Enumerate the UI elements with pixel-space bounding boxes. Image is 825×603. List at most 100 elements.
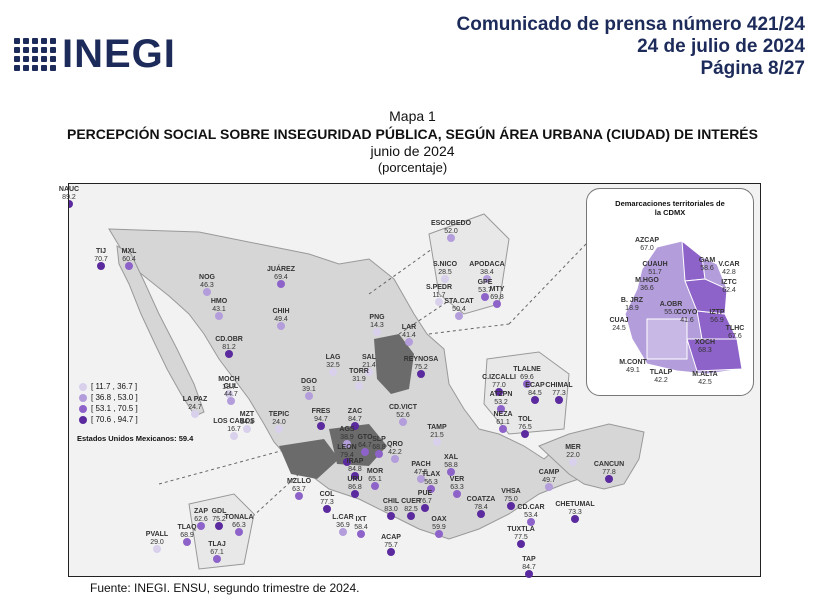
city-name: ATZPN [489, 391, 513, 398]
city-label: APODACA 38.4 [469, 261, 504, 277]
city-label: LAG 32.5 [326, 354, 341, 370]
city-name: GPE [477, 279, 493, 286]
jalisco-inset [188, 493, 255, 570]
city-marker [191, 410, 199, 418]
city-label: SAL 21.4 [362, 354, 376, 370]
city-label: CHIH 49.4 [272, 308, 289, 324]
city-marker [417, 475, 425, 483]
city-value: 84.5 [528, 390, 542, 397]
city-marker [417, 370, 425, 378]
city-value: 84.7 [348, 416, 362, 423]
city-name: CUER [401, 498, 421, 505]
city-name: CANCUN [593, 461, 625, 468]
city-value: 53.4 [524, 512, 538, 519]
demarcacion-name: B. JRZ [620, 297, 644, 304]
legend-swatch-3 [79, 404, 87, 413]
city-label: REYNOSA 75.2 [404, 356, 439, 372]
city-value: 14.3 [370, 322, 384, 329]
demarcacion-value: 24.5 [612, 325, 626, 332]
city-name: CAMP [538, 469, 560, 476]
city-name: JUÁREZ [266, 266, 296, 273]
city-name: CHIMAL [545, 382, 573, 389]
city-name: MZT [239, 411, 255, 418]
city-value: 68.9 [180, 532, 194, 539]
city-value: 82.5 [404, 506, 418, 513]
city-name: PUE [417, 490, 433, 497]
city-value: 24.0 [272, 419, 286, 426]
legend: [ 11.7 , 36.7 ] [ 36.8 , 53.0 ] [ 53.1 ,… [79, 381, 138, 425]
city-label: S.PEDR 11.7 [426, 284, 452, 300]
legend-total: Estados Unidos Mexicanos: 59.4 [77, 434, 194, 443]
city-label: COL 77.3 [320, 491, 335, 507]
city-value: 21.5 [430, 432, 444, 439]
city-value: 16.7 [227, 426, 241, 433]
city-value: 43.1 [212, 306, 226, 313]
city-marker [421, 504, 429, 512]
city-name: TLAX [421, 471, 441, 478]
legend-swatch-4 [79, 415, 87, 424]
monterrey-zone [374, 334, 414, 394]
city-label: DGO 39.1 [301, 378, 317, 394]
city-marker [373, 328, 381, 336]
city-name: COATZA [466, 496, 496, 503]
legend-item: [ 70.6 , 94.7 ] [79, 414, 138, 425]
city-name: GTO [357, 434, 373, 441]
city-marker [343, 458, 351, 466]
city-marker [447, 468, 455, 476]
city-value: 42.2 [388, 449, 402, 456]
demarcacion-name: CUAUH [642, 261, 668, 268]
city-marker [605, 475, 613, 483]
legend-item: [ 53.1 , 70.5 ] [79, 403, 138, 414]
city-name: REYNOSA [403, 356, 439, 363]
city-marker [477, 510, 485, 518]
city-label: IXT 58.4 [354, 516, 368, 532]
city-name: PNG [369, 314, 385, 321]
city-label: STA.CAT 50.4 [444, 298, 473, 314]
city-label: ECAP 84.5 [525, 382, 544, 398]
city-value: 63.7 [292, 486, 306, 493]
city-label: MER 22.0 [565, 444, 581, 460]
edomex-inset [483, 351, 570, 435]
city-label: TLAJ 67.1 [208, 541, 226, 557]
city-value: 75.0 [504, 496, 518, 503]
city-name: URU [347, 476, 363, 483]
city-marker [225, 350, 233, 358]
legend-swatch-1 [79, 382, 87, 391]
city-name: ZAP [194, 508, 208, 515]
logo-text: INEGI [62, 32, 176, 76]
city-name: ECAP [525, 382, 545, 389]
city-label: TLAQ 68.9 [177, 524, 196, 540]
city-label: TOL 76.5 [518, 416, 532, 432]
city-marker [399, 418, 407, 426]
city-marker [481, 293, 489, 301]
city-label: VER 63.3 [450, 476, 464, 492]
city-value: 67.1 [210, 549, 224, 556]
city-label: HMO 43.1 [211, 298, 227, 314]
city-marker [569, 458, 577, 466]
city-value: 32.5 [326, 362, 340, 369]
source-note: Fuente: INEGI. ENSU, segundo trimestre d… [90, 581, 360, 595]
city-name: CHETUMAL [555, 501, 595, 508]
city-value: 56.3 [424, 479, 438, 486]
city-label: L.CAR 36.9 [332, 514, 353, 530]
city-value: 70.7 [94, 256, 108, 263]
city-name: TEPIC [268, 411, 290, 418]
city-value: 29.0 [150, 539, 164, 546]
cdmx-demarcacion-label: A.OBR 55.0 [660, 301, 683, 317]
city-value: 53.2 [494, 399, 508, 406]
city-marker [69, 200, 73, 208]
city-label: MXL 60.4 [122, 248, 137, 264]
city-value: 58.8 [444, 462, 458, 469]
demarcacion-value: 42.5 [698, 379, 712, 386]
mexico-map [69, 200, 645, 578]
city-label: LOS CABOS 16.7 [213, 418, 255, 434]
city-label: TAP 84.7 [522, 556, 536, 572]
city-name: XAL [444, 454, 458, 461]
city-marker [555, 396, 563, 404]
city-name: LOS CABOS [213, 418, 255, 425]
logo-dots-icon [14, 37, 56, 71]
cdmx-demarcacion-label: B. JRZ 18.9 [621, 297, 643, 313]
press-date: 24 de julio de 2024 [637, 36, 805, 57]
press-page: Página 8/27 [700, 58, 805, 79]
cdmx-demarcacion-label: GAM 58.6 [699, 257, 715, 273]
